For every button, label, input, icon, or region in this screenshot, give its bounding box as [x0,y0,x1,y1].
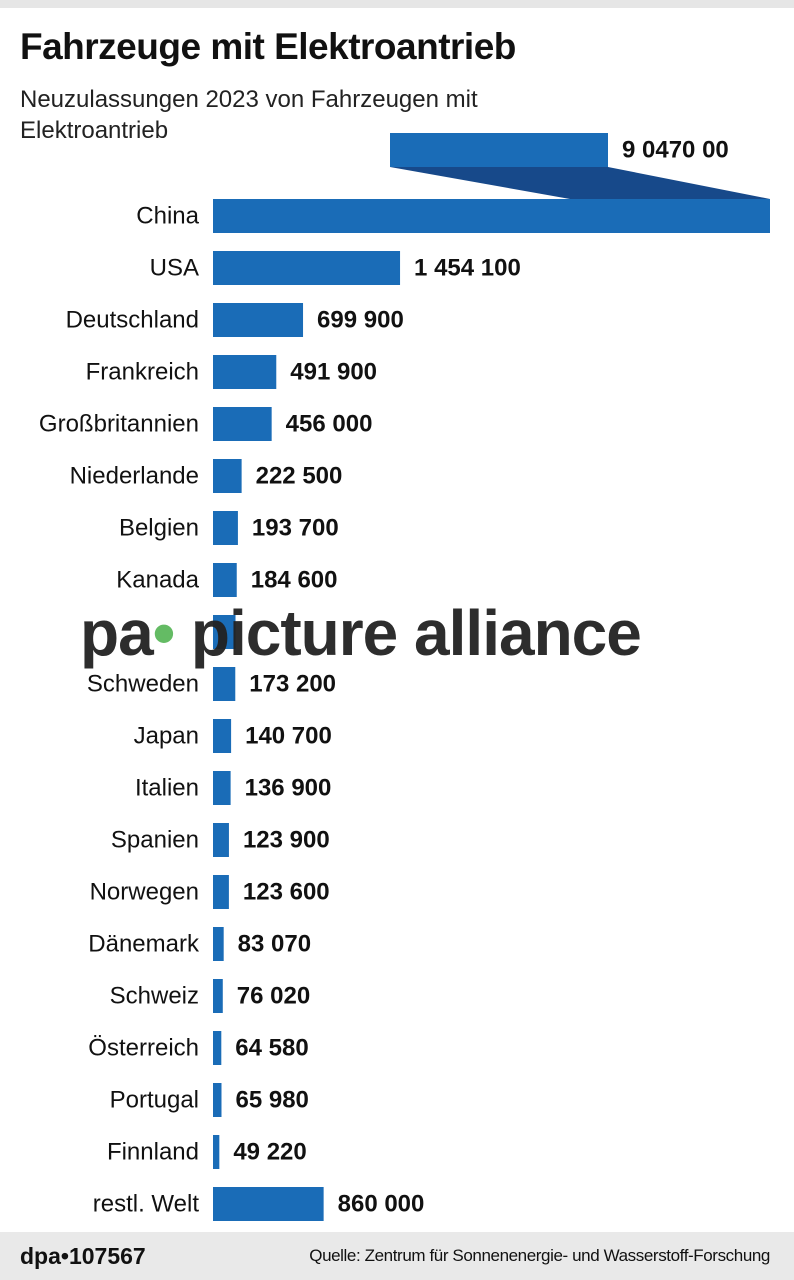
value-label: 222 500 [256,462,343,489]
bar [213,199,770,233]
category-label: Deutschland [66,306,199,333]
value-label: 123 600 [243,878,330,905]
bar [213,719,232,753]
bar [213,303,304,337]
value-label: 83 070 [238,930,311,957]
value-label: 456 000 [286,410,373,437]
axis-break [390,167,770,199]
bar [213,979,223,1013]
category-label: Schweiz [110,982,199,1009]
chart-subtitle: Neuzulassungen 2023 von Fahrzeugen mit E… [20,86,478,144]
category-label: Portugal [110,1086,199,1113]
value-label: 65 980 [235,1086,308,1113]
value-label: 699 900 [317,306,404,333]
bar [213,875,229,909]
category-label: Frankreich [86,358,199,385]
bar [213,667,236,701]
category-label: China [136,202,199,229]
category-label: Großbritannien [39,410,199,437]
value-label: 1 454 100 [414,254,521,281]
watermark-dot: • [152,597,175,669]
bar [213,407,272,441]
category-label: restl. Welt [93,1190,200,1217]
bar [213,615,236,649]
bar [213,1187,324,1221]
chart-title: Fahrzeuge mit Elektroantrieb [20,26,516,67]
category-label: Italien [135,774,199,801]
bar [213,823,229,857]
category-label: Niederlande [70,462,199,489]
category-label: Österreich [88,1034,199,1061]
value-label: 173 200 [249,670,336,697]
value-label: 140 700 [245,722,332,749]
footer-id: dpa•107567 [20,1243,146,1269]
footer [0,1232,794,1280]
bar [213,927,224,961]
value-label: 193 700 [252,514,339,541]
category-label: Dänemark [88,930,200,957]
bar [213,771,231,805]
category-label: Norwegen [90,878,199,905]
value-label: 136 900 [245,774,332,801]
category-label: Kanada [116,566,199,593]
value-label: 9 0470 00 [622,136,729,163]
bar [213,511,238,545]
value-label: 49 220 [233,1138,306,1165]
value-label: 860 000 [338,1190,425,1217]
category-label: Spanien [111,826,199,853]
value-label: 491 900 [290,358,377,385]
bar [213,1031,222,1065]
bar [213,1135,220,1169]
bar [213,251,401,285]
bar [213,1083,222,1117]
category-label: Schweden [87,670,199,697]
bar [213,355,277,389]
value-label: 64 580 [235,1034,308,1061]
value-label: 123 900 [243,826,330,853]
category-label: Finnland [107,1138,199,1165]
category-label: USA [150,254,199,281]
watermark: pa• picture alliance [80,597,642,669]
category-label: Belgien [119,514,199,541]
bar-break-part [390,133,608,167]
top-strip [0,0,794,8]
value-label: 76 020 [237,982,310,1009]
bar [213,563,237,597]
bar [213,459,242,493]
category-label: Japan [134,722,199,749]
source: Quelle: Zentrum für Sonnenenergie- und W… [309,1246,770,1265]
value-label: 184 600 [251,566,338,593]
